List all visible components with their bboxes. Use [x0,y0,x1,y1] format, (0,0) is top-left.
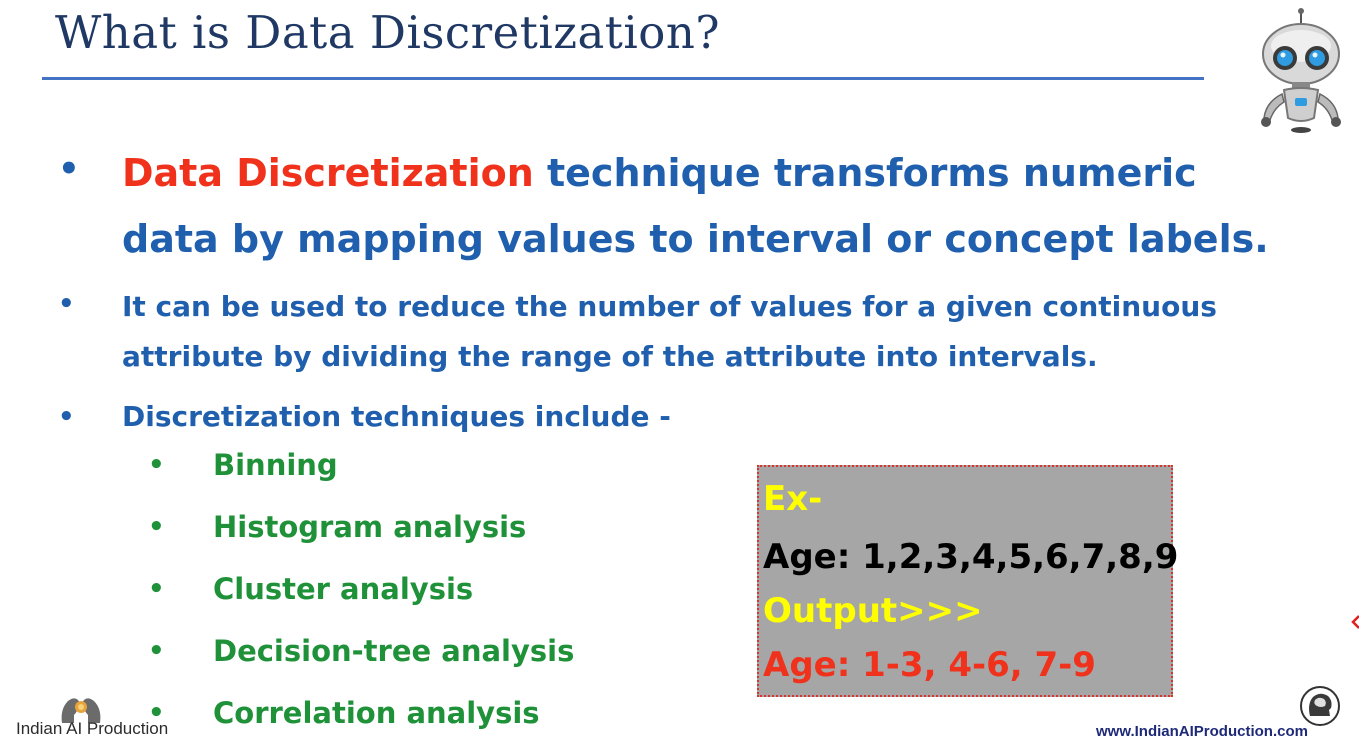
example-box: Ex- Age: 1,2,3,4,5,6,7,8,9 Output>>> Age… [757,465,1178,697]
sub-bullet-marker: • [148,636,165,666]
example-heading: Ex- [763,479,823,519]
brand-name: Indian AI Production [16,719,169,737]
sub-bullet-marker: • [148,512,165,542]
brain-head-icon [1300,686,1340,726]
website-url: www.IndianAIProduction.com [1096,723,1308,737]
sub-bullet-marker: • [148,574,165,604]
title-underline [42,77,1204,80]
bullet-marker: • [58,289,75,319]
highlight-term: Data Discretization [122,151,534,195]
list-item-text: Histogram analysis [213,510,527,544]
list-item-text: Decision-tree analysis [213,634,575,668]
bullet-2-text: It can be used to reduce the number of v… [122,290,1217,373]
list-item-text: Correlation analysis [213,696,540,730]
example-input: Age: 1,2,3,4,5,6,7,8,9 [763,537,1179,577]
robot-icon [1261,8,1341,133]
bullet-marker: • [58,149,80,189]
list-item-text: Cluster analysis [213,572,474,606]
example-output-label: Output>>> [763,591,983,631]
list-item-text: Binning [213,448,338,482]
example-output: Age: 1-3, 4-6, 7-9 [763,645,1096,685]
sub-bullet-marker: • [148,698,165,728]
brand-logo-left: Indian AI Production [14,693,184,737]
slide-title: What is Data Discretization? [55,6,720,59]
heads-logo-icon [61,698,101,723]
bullet-3-text: Discretization techniques include - [122,400,671,433]
edge-indicator-icon [1351,615,1359,629]
bullet-marker: • [58,402,75,432]
bullet-1-text: technique transforms numeric data by map… [122,151,1269,261]
bullet-1: Data Discretization technique transforms… [122,140,1272,272]
sub-bullet-marker: • [148,450,165,480]
